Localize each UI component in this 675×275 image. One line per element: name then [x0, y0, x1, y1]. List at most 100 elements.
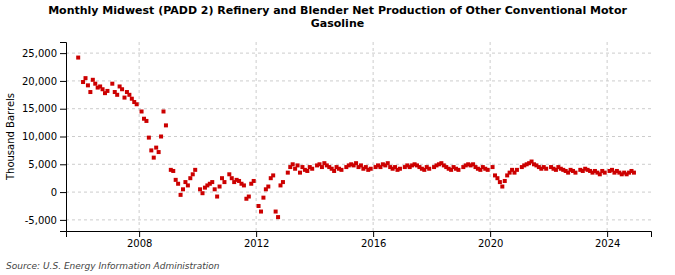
- x-tick-mark: [139, 231, 140, 237]
- point: [135, 102, 139, 106]
- point: [171, 169, 175, 173]
- point: [274, 210, 278, 214]
- x-tick: 2024: [595, 231, 620, 249]
- y-tick: 5,000: [28, 159, 66, 170]
- x-tick: 2020: [478, 231, 503, 249]
- grid-line: [490, 42, 491, 231]
- y-axis-title: Thousand Barrels: [5, 93, 16, 181]
- y-tick-label: 0: [51, 187, 57, 198]
- point: [276, 215, 280, 219]
- point: [286, 171, 290, 175]
- point: [266, 185, 270, 189]
- y-tick: 15,000: [22, 103, 66, 114]
- grid-line: [256, 42, 257, 231]
- point: [140, 109, 144, 113]
- grid: [66, 42, 651, 231]
- x-tick-mark: [373, 231, 374, 237]
- x-axis-line: [67, 232, 652, 238]
- point: [198, 187, 202, 191]
- point: [186, 183, 190, 187]
- x-tick-mark: [607, 231, 608, 237]
- grid-line: [66, 136, 651, 137]
- y-tick-label: 10,000: [22, 131, 57, 142]
- point: [491, 165, 495, 169]
- point: [298, 171, 302, 175]
- point: [123, 96, 127, 100]
- point: [193, 168, 197, 172]
- y-tick-label: -5,000: [25, 215, 57, 226]
- y-axis-line: [60, 43, 67, 232]
- point: [115, 93, 119, 97]
- y-tick: 25,000: [22, 48, 66, 59]
- point: [110, 82, 114, 86]
- chart: 2008 2012 2016 2020 2024 -5,000 0 5,000 10,000 15…: [0, 0, 675, 275]
- point: [515, 168, 519, 172]
- y-tick-mark: [60, 109, 66, 110]
- point: [320, 165, 324, 169]
- point: [179, 193, 183, 197]
- point: [573, 171, 577, 175]
- x-tick-mark: [490, 231, 491, 237]
- x-axis: 2008 2012 2016 2020 2024: [67, 231, 652, 249]
- point: [157, 150, 161, 154]
- point: [498, 180, 502, 184]
- point: [188, 176, 192, 180]
- point: [215, 195, 219, 199]
- point: [191, 172, 195, 176]
- point: [149, 148, 153, 152]
- point: [544, 167, 548, 171]
- x-tick: 2016: [361, 231, 386, 249]
- point: [161, 109, 165, 113]
- point: [305, 169, 309, 173]
- x-tick: 2008: [127, 231, 152, 249]
- point: [354, 161, 358, 165]
- point: [252, 179, 256, 183]
- point: [76, 56, 80, 60]
- point: [291, 162, 295, 166]
- point: [88, 90, 92, 94]
- y-tick: 10,000: [22, 131, 66, 142]
- x-tick-label: 2024: [595, 238, 620, 249]
- point: [101, 87, 105, 91]
- point: [271, 173, 275, 177]
- point: [220, 176, 224, 180]
- point: [154, 146, 158, 150]
- grid-line: [66, 53, 651, 54]
- point: [213, 187, 217, 191]
- grid-line: [139, 42, 140, 231]
- point: [427, 167, 431, 171]
- point: [296, 163, 300, 167]
- point: [218, 185, 222, 189]
- point: [174, 178, 178, 182]
- y-tick: -5,000: [25, 215, 66, 226]
- plot-area: 2008 2012 2016 2020 2024 -5,000 0 5,000 10,000 15…: [22, 42, 652, 249]
- grid-line: [66, 80, 651, 81]
- x-tick-label: 2008: [127, 238, 152, 249]
- point: [456, 168, 460, 172]
- point: [84, 76, 88, 80]
- grid-line: [66, 108, 651, 109]
- point: [503, 179, 507, 183]
- x-tick-label: 2012: [244, 238, 269, 249]
- y-tick-label: 15,000: [22, 103, 57, 114]
- point: [486, 168, 490, 172]
- x-tick-mark: [256, 231, 257, 237]
- y-tick-mark: [60, 81, 66, 82]
- point: [339, 168, 343, 172]
- point: [176, 182, 180, 186]
- point: [105, 89, 109, 93]
- grid-line: [66, 219, 651, 220]
- y-tick: 20,000: [22, 76, 66, 87]
- point: [144, 119, 148, 123]
- y-tick-label: 20,000: [22, 76, 57, 87]
- point: [181, 187, 185, 191]
- marks: [76, 56, 636, 220]
- point: [93, 82, 97, 86]
- point: [632, 171, 636, 175]
- point: [159, 135, 163, 139]
- point: [222, 180, 226, 184]
- x-tick-label: 2020: [478, 238, 503, 249]
- point: [152, 156, 156, 160]
- point: [332, 169, 336, 173]
- point: [147, 136, 151, 140]
